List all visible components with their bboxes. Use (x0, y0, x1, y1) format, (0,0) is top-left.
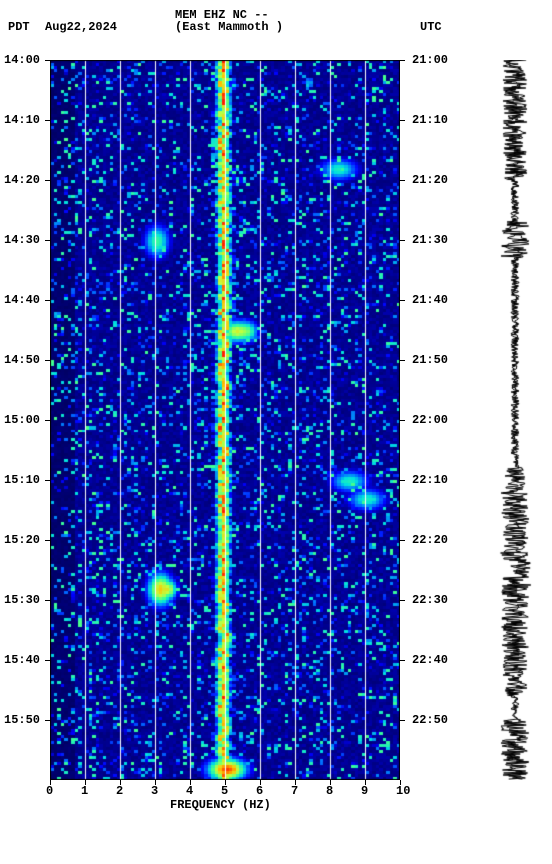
yaxis-left-tick: 14:30 (4, 233, 46, 247)
xaxis-tick: 0 (46, 784, 53, 798)
tick-mark (45, 540, 50, 541)
tick-mark (45, 420, 50, 421)
xaxis-tick: 1 (81, 784, 88, 798)
tick-mark (225, 780, 226, 785)
tick-mark (45, 600, 50, 601)
tick-mark (45, 240, 50, 241)
yaxis-right-tick: 22:50 (412, 713, 448, 727)
yaxis-left-tick: 15:00 (4, 413, 46, 427)
tick-mark (365, 780, 366, 785)
tick-mark (330, 780, 331, 785)
tick-mark (400, 540, 405, 541)
xaxis-title: FREQUENCY (HZ) (170, 798, 271, 812)
tick-mark (400, 180, 405, 181)
yaxis-right-tick: 22:40 (412, 653, 448, 667)
tick-mark (260, 780, 261, 785)
tick-mark (50, 780, 51, 785)
yaxis-right-tick: 21:30 (412, 233, 448, 247)
xaxis-tick: 6 (256, 784, 263, 798)
spectrogram-canvas (50, 60, 400, 780)
tick-mark (190, 780, 191, 785)
tick-mark (45, 300, 50, 301)
tz-right-label: UTC (420, 20, 442, 34)
tick-mark (45, 180, 50, 181)
xaxis-tick: 7 (291, 784, 298, 798)
xaxis-tick: 10 (396, 784, 410, 798)
yaxis-left-tick: 14:10 (4, 113, 46, 127)
tick-mark (45, 480, 50, 481)
yaxis-right-tick: 22:10 (412, 473, 448, 487)
tick-mark (400, 420, 405, 421)
tick-mark (45, 720, 50, 721)
spectrogram-plot (50, 60, 400, 784)
tick-mark (400, 600, 405, 601)
yaxis-left-tick: 15:30 (4, 593, 46, 607)
yaxis-right-tick: 21:20 (412, 173, 448, 187)
tick-mark (400, 720, 405, 721)
tick-mark (45, 120, 50, 121)
yaxis-left-tick: 14:40 (4, 293, 46, 307)
yaxis-right-tick: 21:00 (412, 53, 448, 67)
xaxis-tick: 3 (151, 784, 158, 798)
yaxis-left-tick: 15:50 (4, 713, 46, 727)
yaxis-left-tick: 15:10 (4, 473, 46, 487)
tick-mark (45, 360, 50, 361)
yaxis-right-tick: 22:00 (412, 413, 448, 427)
xaxis-tick: 5 (221, 784, 228, 798)
waveform-trace (495, 60, 535, 780)
yaxis-right-tick: 21:50 (412, 353, 448, 367)
station-line2: (East Mammoth ) (175, 20, 283, 34)
tick-mark (400, 780, 401, 785)
tick-mark (295, 780, 296, 785)
tick-mark (155, 780, 156, 785)
tick-mark (85, 780, 86, 785)
tick-mark (120, 780, 121, 785)
xaxis-tick: 8 (326, 784, 333, 798)
yaxis-left-tick: 15:20 (4, 533, 46, 547)
tz-left-label: PDT (8, 20, 30, 34)
xaxis-tick: 2 (116, 784, 123, 798)
tick-mark (400, 660, 405, 661)
tick-mark (400, 300, 405, 301)
tick-mark (400, 480, 405, 481)
yaxis-left-tick: 15:40 (4, 653, 46, 667)
yaxis-right-tick: 21:40 (412, 293, 448, 307)
yaxis-left-tick: 14:20 (4, 173, 46, 187)
date-label: Aug22,2024 (45, 20, 117, 34)
yaxis-right-tick: 22:30 (412, 593, 448, 607)
tick-mark (400, 120, 405, 121)
tick-mark (400, 240, 405, 241)
tick-mark (45, 660, 50, 661)
yaxis-right-tick: 21:10 (412, 113, 448, 127)
yaxis-left-tick: 14:50 (4, 353, 46, 367)
xaxis-tick: 4 (186, 784, 193, 798)
yaxis-right-tick: 22:20 (412, 533, 448, 547)
tick-mark (400, 360, 405, 361)
tick-mark (400, 60, 405, 61)
tick-mark (45, 60, 50, 61)
xaxis-tick: 9 (361, 784, 368, 798)
yaxis-left-tick: 14:00 (4, 53, 46, 67)
